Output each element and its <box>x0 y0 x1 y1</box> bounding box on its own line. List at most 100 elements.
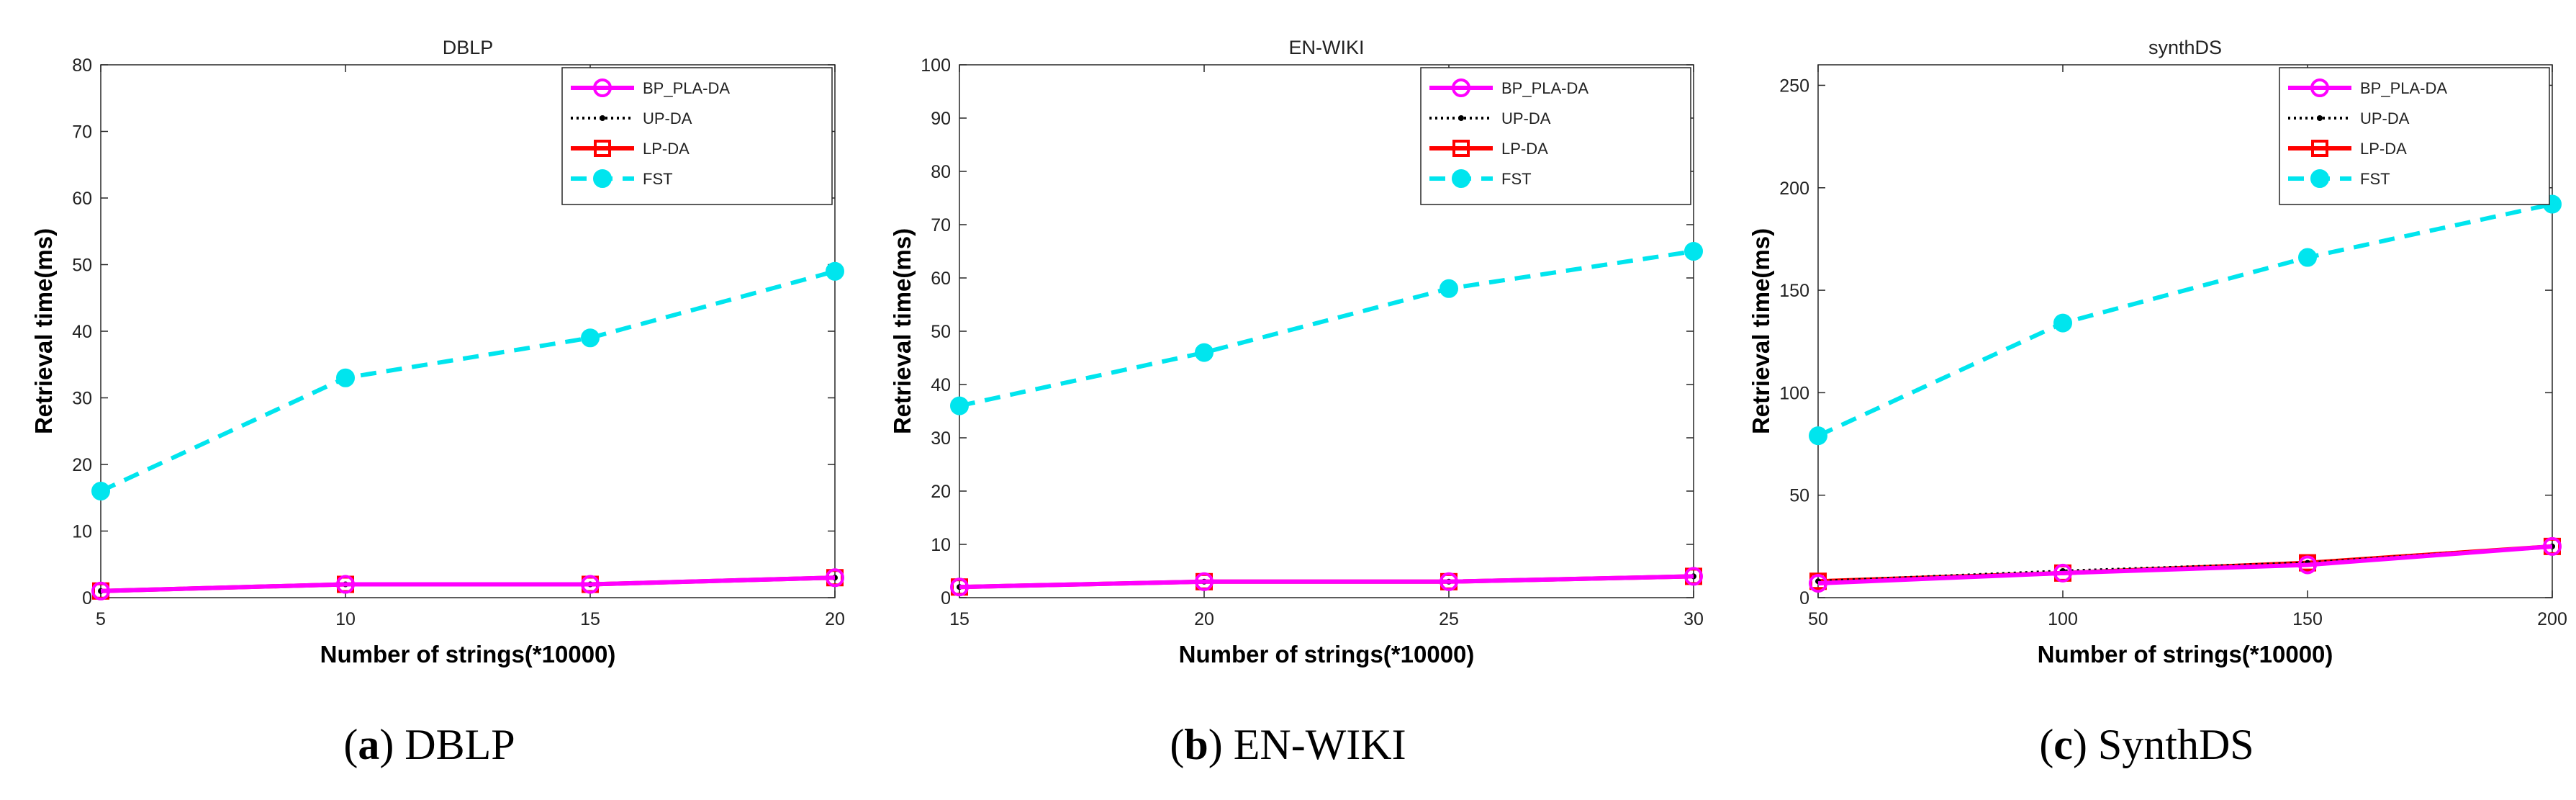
series-bp-pla-da <box>950 567 1703 597</box>
y-tick-label: 30 <box>931 428 951 449</box>
y-tick-label: 80 <box>72 55 92 76</box>
y-tick-label: 50 <box>931 322 951 342</box>
legend-item: FST <box>2288 169 2390 188</box>
chart-title: synthDS <box>2148 37 2222 58</box>
series-fst <box>1809 194 2562 446</box>
data-point <box>91 581 110 601</box>
x-tick-label: 15 <box>580 609 600 629</box>
legend-item: BP_PLA-DA <box>571 78 730 97</box>
series-fst <box>950 242 1703 415</box>
legend-marker <box>594 140 611 157</box>
legend-label: FST <box>643 170 673 188</box>
caption-letter: c <box>2053 721 2073 768</box>
legend-label: UP-DA <box>643 109 692 127</box>
legend-marker <box>1452 169 1470 188</box>
caption-en-wiki: (b) EN-WIKI <box>1170 721 1406 768</box>
legend-item: FST <box>1429 169 1532 188</box>
legend-marker <box>593 78 612 97</box>
data-point <box>950 396 969 415</box>
data-point <box>336 575 355 594</box>
data-point <box>950 577 969 597</box>
legend-marker <box>600 115 605 121</box>
legend-item: BP_PLA-DA <box>1429 78 1588 97</box>
y-tick-label: 100 <box>1779 383 1809 403</box>
legend-label: FST <box>1501 170 1532 188</box>
x-tick-label: 30 <box>1684 609 1704 629</box>
legend-marker <box>2310 169 2329 188</box>
y-tick-label: 40 <box>72 322 92 342</box>
y-tick-label: 20 <box>72 455 92 475</box>
chart-title: DBLP <box>443 37 494 58</box>
legend-label: BP_PLA-DA <box>643 79 730 97</box>
legend-item: LP-DA <box>571 140 690 158</box>
legend-marker <box>593 169 612 188</box>
legend-item: UP-DA <box>571 109 692 127</box>
legend-marker <box>1458 115 1464 121</box>
legend-marker <box>2310 78 2329 97</box>
data-point <box>1809 574 1827 593</box>
data-point <box>1195 343 1214 362</box>
y-tick-label: 150 <box>1779 281 1809 301</box>
series-line <box>100 575 836 593</box>
chart-dblp: DBLP 5 10 15 20 0 10 20 30 40 50 60 70 80 Number of st… <box>30 37 845 668</box>
y-tick-label: 0 <box>82 588 92 608</box>
chart-panel-synthds: synthDS 50 100 150 200 0 50 100 150 200 250 Number … <box>1717 0 2576 800</box>
data-point <box>826 261 844 281</box>
x-tick-label: 150 <box>2292 609 2323 629</box>
legend-item: UP-DA <box>2288 109 2410 127</box>
data-point <box>1440 572 1458 591</box>
legend-marker <box>1452 140 1470 157</box>
data-point <box>1684 567 1703 586</box>
legend-label: FST <box>2360 170 2390 188</box>
chart-en-wiki: EN-WIKI 15 20 25 30 0 10 20 30 40 50 60 70 80 90 100 Num… <box>889 37 1704 668</box>
legend: BP_PLA-DA UP-DA LP-DA FST <box>561 67 833 205</box>
data-point <box>2053 313 2072 333</box>
legend: BP_PLA-DA UP-DA LP-DA FST <box>2279 67 2550 205</box>
data-point <box>2053 563 2072 583</box>
chart-title: EN-WIKI <box>1289 37 1365 58</box>
legend-item: LP-DA <box>1429 140 1548 158</box>
x-tick-label: 25 <box>1439 609 1459 629</box>
legend-label: LP-DA <box>1501 140 1548 158</box>
legend-marker <box>2311 140 2328 157</box>
series-bp-pla-da <box>1809 536 2562 593</box>
data-point <box>2543 536 2562 556</box>
caption-letter: b <box>1184 721 1208 768</box>
data-point <box>581 575 600 594</box>
caption-text: SynthDS <box>2087 721 2254 768</box>
y-tick-label: 70 <box>931 215 951 235</box>
legend-label: BP_PLA-DA <box>2360 79 2447 97</box>
x-tick-label: 20 <box>1194 609 1214 629</box>
series-line <box>99 269 836 493</box>
data-point <box>336 368 355 387</box>
y-tick-label: 200 <box>1779 179 1809 199</box>
data-point <box>1440 279 1458 298</box>
y-tick-label: 60 <box>931 269 951 289</box>
caption-synthds: (c) SynthDS <box>2039 721 2254 768</box>
series-line <box>1817 202 2553 438</box>
legend-item: UP-DA <box>1429 109 1551 127</box>
legend-item: LP-DA <box>2288 140 2407 158</box>
data-point <box>581 328 600 348</box>
y-tick-label: 20 <box>931 482 951 502</box>
x-tick-label: 20 <box>825 609 845 629</box>
series-fst <box>91 261 844 500</box>
y-axis-label: Retrieval time(ms) <box>1748 228 1774 434</box>
y-tick-label: 90 <box>931 109 951 129</box>
series-bp-pla-da <box>91 568 844 601</box>
data-point <box>1809 426 1827 446</box>
y-tick-label: 250 <box>1779 76 1809 96</box>
x-tick-label: 200 <box>2537 609 2567 629</box>
y-axis-label: Retrieval time(ms) <box>889 228 916 434</box>
x-tick-label: 15 <box>949 609 970 629</box>
legend: BP_PLA-DA UP-DA LP-DA FST <box>1420 67 1691 205</box>
y-tick-label: 10 <box>931 535 951 555</box>
caption-letter: a <box>358 721 380 768</box>
y-axis-label: Retrieval time(ms) <box>30 228 57 434</box>
legend-marker <box>1452 78 1470 97</box>
y-tick-label: 60 <box>72 189 92 209</box>
legend-label: LP-DA <box>2360 140 2407 158</box>
caption-text: DBLP <box>394 721 515 768</box>
x-tick-label: 100 <box>2048 609 2078 629</box>
